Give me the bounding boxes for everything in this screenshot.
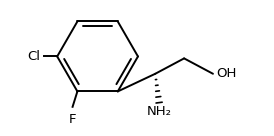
Text: F: F — [69, 113, 76, 126]
Text: Cl: Cl — [27, 50, 40, 63]
Text: NH₂: NH₂ — [147, 105, 172, 118]
Text: OH: OH — [216, 67, 236, 80]
